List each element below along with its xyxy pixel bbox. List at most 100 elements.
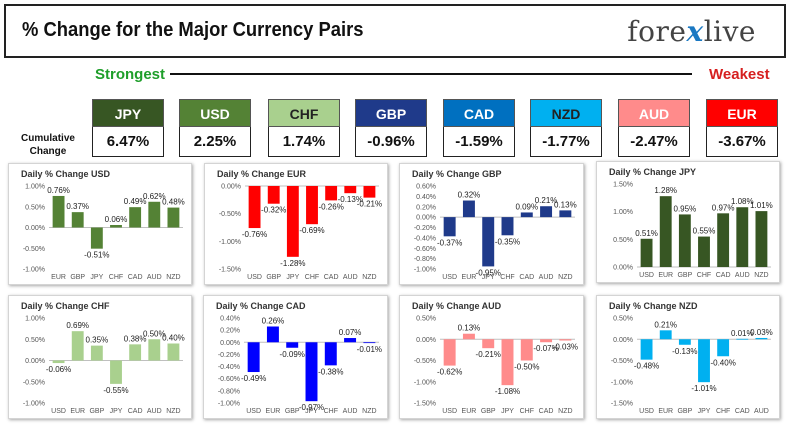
chart-daily-change-jpy: Daily % Change JPY 1.50% 1.00% 0.50% 0.00% 0.… [596, 161, 780, 283]
bar-aud [148, 339, 161, 361]
y-tick-label: -0.80% [218, 388, 240, 395]
bar-eur [462, 333, 475, 340]
currency-code: CHF [268, 99, 340, 127]
data-label: 0.51% [635, 229, 658, 238]
chart-daily-change-usd: Daily % Change USD 1.00% 0.50% 0.00% -0.50% -… [8, 163, 192, 285]
x-tick-label: CAD [519, 274, 534, 281]
x-tick-label: GBP [285, 408, 300, 415]
chart-title: Daily % Change CAD [216, 301, 306, 311]
y-tick-label: 0.50% [613, 316, 633, 323]
data-label: -1.01% [691, 384, 716, 393]
y-tick-label: -1.50% [414, 401, 436, 408]
bar-nzd [755, 211, 768, 267]
data-label: 0.55% [693, 227, 716, 236]
chart-daily-change-cad: Daily % Change CAD 0.40% 0.20% 0.00% -0.20% -… [203, 295, 388, 419]
y-tick-label: 0.00% [416, 337, 436, 344]
bar-aud [344, 186, 357, 194]
x-tick-label: CHF [697, 272, 711, 279]
currency-box-jpy: JPY 6.47% [92, 99, 164, 157]
bar-aud [736, 207, 749, 267]
bar-gbp [482, 339, 495, 349]
chart-title: Daily % Change GBP [412, 169, 502, 179]
bar-chart: 0.60%0.40%0.20%0.00%-0.20%-0.40%-0.60%-0… [414, 184, 577, 282]
forexlive-logo: forexlive [627, 15, 756, 48]
x-tick-label: JPY [305, 408, 318, 415]
bar-nzd [167, 343, 180, 361]
bar-nzd [559, 210, 572, 218]
bar-chf [306, 186, 318, 225]
cumulative-change-value: -1.59% [443, 127, 515, 157]
currency-code: EUR [706, 99, 778, 127]
x-tick-label: EUR [462, 408, 477, 415]
bar-chart: 1.00% 0.50% 0.00% -0.50% -1.00% -0.06% USD 0.69… [23, 316, 185, 416]
bar-eur [462, 200, 475, 218]
bar-gbp [678, 214, 691, 267]
data-label: -0.97% [299, 403, 324, 412]
y-tick-label: -1.00% [218, 401, 240, 408]
x-tick-label: AUD [754, 408, 769, 415]
bar-gbp [286, 342, 299, 348]
x-tick-label: CAD [324, 274, 339, 281]
x-tick-label: JPY [482, 274, 495, 281]
data-label: 0.40% [162, 334, 185, 343]
data-label: 0.35% [86, 336, 109, 345]
x-tick-label: EUR [266, 408, 281, 415]
bar-chf [110, 225, 122, 228]
bar-cad [540, 339, 553, 343]
y-tick-label: 0.00% [221, 184, 241, 191]
x-tick-label: USD [442, 408, 457, 415]
y-tick-label: 0.40% [416, 194, 436, 201]
cumulative-change-value: -0.96% [355, 127, 427, 157]
x-tick-label: AUD [147, 274, 162, 281]
x-tick-label: EUR [70, 408, 85, 415]
data-label: 0.09% [515, 202, 538, 211]
data-label: 0.01% [731, 329, 754, 338]
y-tick-label: -1.00% [611, 379, 633, 386]
data-label: 1.28% [654, 186, 677, 195]
bar-chart: 0.40%0.20%0.00%-0.20%-0.40%-0.60%-0.80%-… [218, 316, 382, 416]
data-label: -1.08% [495, 387, 520, 396]
bar-eur [71, 331, 84, 361]
data-label: -0.26% [318, 202, 343, 211]
data-label: 0.76% [47, 186, 70, 195]
data-label: 0.21% [654, 320, 677, 329]
currency-box-eur: EUR -3.67% [706, 99, 778, 157]
data-label: -0.06% [46, 365, 71, 374]
x-tick-label: CAD [128, 408, 143, 415]
bar-chart: 0.00% -0.50% -1.00% -1.50% -0.76% USD -0.32% GB… [219, 184, 382, 282]
x-tick-label: GBP [677, 272, 692, 279]
bar-aud [344, 338, 357, 343]
y-tick-label: 0.00% [416, 215, 436, 222]
bar-aud [148, 201, 161, 228]
x-tick-label: JPY [698, 408, 711, 415]
bar-chart: 1.50% 1.00% 0.50% 0.00% 0.51% USD 1.28% EUR 0.95… [613, 182, 773, 280]
currency-code: AUD [618, 99, 690, 127]
data-label: -0.49% [241, 374, 266, 383]
bar-nzd [559, 339, 572, 341]
y-tick-label: -0.60% [414, 246, 436, 253]
y-tick-label: 0.00% [220, 340, 240, 347]
x-tick-label: AUD [343, 274, 358, 281]
data-label: -0.62% [437, 368, 462, 377]
bar-chart: 0.50% 0.00% -0.50% -1.00% -1.50% -0.62% USD 0.1… [414, 316, 578, 416]
y-tick-label: 1.00% [25, 184, 45, 191]
bar-cad [717, 213, 730, 267]
y-tick-label: -1.50% [611, 401, 633, 408]
currency-code: GBP [355, 99, 427, 127]
bar-chart: 1.00% 0.50% 0.00% -0.50% -1.00% 0.76% EUR 0.37%… [23, 184, 185, 282]
chart-daily-change-eur: Daily % Change EUR 0.00% -0.50% -1.00% -1.50… [204, 163, 388, 285]
data-label: 0.50% [143, 329, 166, 338]
currency-code: NZD [530, 99, 602, 127]
y-tick-label: -1.00% [23, 401, 45, 408]
x-tick-label: NZD [558, 408, 572, 415]
data-label: 0.21% [535, 196, 558, 205]
y-tick-label: -1.00% [414, 267, 436, 274]
bar-gbp [678, 339, 691, 345]
chart-daily-change-gbp: Daily % Change GBP 0.60% 0.40% 0.20% 0.00% -0… [399, 163, 584, 285]
x-tick-label: USD [442, 274, 457, 281]
y-tick-label: -0.20% [218, 352, 240, 359]
x-tick-label: NZD [166, 274, 180, 281]
data-label: -0.07% [533, 344, 558, 353]
data-label: -0.03% [553, 343, 578, 352]
data-label: -0.55% [103, 386, 128, 395]
